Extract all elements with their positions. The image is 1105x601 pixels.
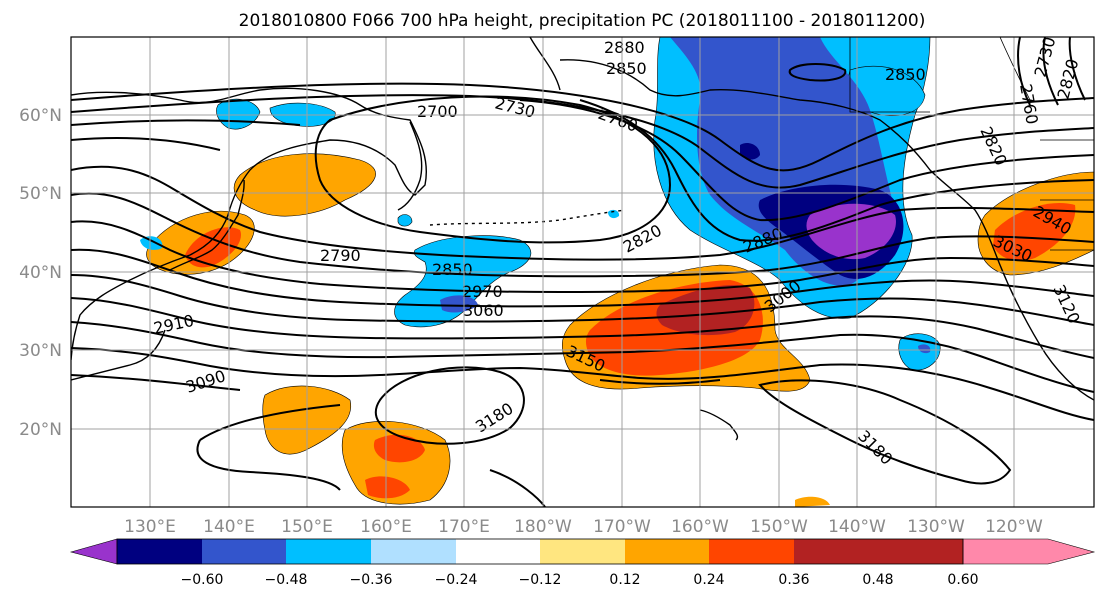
lon-label: 150°W xyxy=(750,517,808,537)
precip-blob xyxy=(397,214,413,227)
colorbar-extend-low xyxy=(69,538,118,565)
colorbar-tick-label: −0.12 xyxy=(519,572,562,588)
coastline-alaska xyxy=(559,59,1094,401)
lon-label: 170°E xyxy=(438,517,490,537)
coastline-na-interior xyxy=(849,37,1094,251)
colorbar-tick-label: 0.60 xyxy=(947,572,978,588)
precip-blob xyxy=(656,285,755,336)
contour-line xyxy=(199,379,1012,485)
lat-labels: 60°N 50°N 40°N 30°N 20°N xyxy=(19,106,62,440)
contour-label: 2850 xyxy=(432,260,473,279)
coastline-kamchatka xyxy=(397,121,423,211)
lon-label: 130°E xyxy=(124,517,176,537)
precip-negative xyxy=(140,37,941,371)
contour-label: 2850 xyxy=(885,65,926,84)
precip-blob xyxy=(608,209,620,219)
lat-label: 30°N xyxy=(19,341,62,361)
precip-blob xyxy=(918,344,931,354)
precip-blob xyxy=(806,203,896,260)
contour-label: 3060 xyxy=(463,301,504,320)
figure-title: 2018010800 F066 700 hPa height, precipit… xyxy=(239,11,926,31)
graticule xyxy=(71,37,1094,507)
contour-line xyxy=(1017,37,1086,106)
height-contours xyxy=(71,37,1094,507)
coastline-aleutians xyxy=(429,209,626,226)
precip-blob xyxy=(440,295,478,313)
lon-label: 120°W xyxy=(985,517,1043,537)
contour-line xyxy=(71,82,1094,172)
contour-line xyxy=(71,165,1094,261)
lon-label: 160°W xyxy=(671,517,729,537)
contour-line xyxy=(71,192,1094,278)
lon-label: 130°W xyxy=(907,517,965,537)
contour-line xyxy=(788,63,847,82)
contour-label: 2790 xyxy=(320,246,361,265)
contour-label: 2700 xyxy=(417,102,458,121)
precip-blob xyxy=(140,236,163,250)
contour-line xyxy=(71,99,1094,242)
colorbar-segment xyxy=(117,539,202,564)
lon-label: 140°W xyxy=(828,517,886,537)
colorbar-tick-label: 0.48 xyxy=(862,572,893,588)
coastline-japan xyxy=(169,179,245,271)
colorbar-segment xyxy=(625,539,709,564)
map-frame xyxy=(70,36,1095,508)
lon-label: 170°W xyxy=(593,517,651,537)
contour-line xyxy=(71,347,1094,421)
contour-line xyxy=(314,95,672,244)
map-content: 2880 2850 2850 2700 2730 2760 2820 2790 … xyxy=(71,37,1094,507)
contour-line xyxy=(71,321,1094,393)
lon-labels: 130°E 140°E 150°E 160°E 170°E 180°W 170°… xyxy=(124,517,1043,537)
lat-label: 40°N xyxy=(19,263,62,283)
colorbar-segment xyxy=(878,539,963,564)
precip-blob xyxy=(365,476,410,499)
colorbar-segment xyxy=(540,539,625,564)
colorbar-segment xyxy=(709,539,794,564)
colorbar-tick-label: 0.24 xyxy=(693,572,724,588)
precip-blob xyxy=(373,434,425,463)
colorbar-tick-label: −0.24 xyxy=(435,572,478,588)
lat-label: 20°N xyxy=(19,420,62,440)
colorbar-extend-high xyxy=(962,538,1096,565)
precip-blob xyxy=(795,496,830,507)
lon-label: 160°E xyxy=(360,517,412,537)
contour-line xyxy=(71,220,1094,294)
colorbar-tick-label: −0.60 xyxy=(181,572,224,588)
lon-label: 150°E xyxy=(281,517,333,537)
colorbar-tick-label: −0.48 xyxy=(265,572,308,588)
colorbar-segment xyxy=(456,539,540,564)
coastline-hawaii xyxy=(699,409,739,441)
lon-label: 140°E xyxy=(203,517,255,537)
coastline-bering xyxy=(529,37,561,91)
colorbar-tick-label: 0.36 xyxy=(778,572,809,588)
lat-label: 50°N xyxy=(19,184,62,204)
colorbar-outline xyxy=(116,538,964,565)
colorbar: −0.60 −0.48 −0.36 −0.24 −0.12 0.12 0.24 … xyxy=(69,538,1096,588)
contour-line xyxy=(374,366,525,445)
contour-line xyxy=(71,297,1094,359)
lon-label: 180°W xyxy=(514,517,572,537)
colorbar-segment xyxy=(794,539,878,564)
colorbar-tick-label: 0.12 xyxy=(609,572,640,588)
contour-line xyxy=(71,248,1094,308)
contour-line xyxy=(71,274,1094,326)
lat-label: 60°N xyxy=(19,106,62,126)
colorbar-tick-label: −0.36 xyxy=(350,572,393,588)
contour-label: 2970 xyxy=(462,282,503,301)
colorbar-segment xyxy=(371,539,456,564)
contour-label: 2850 xyxy=(606,59,647,78)
contour-label: 2880 xyxy=(604,38,645,57)
colorbar-segment xyxy=(286,539,371,564)
colorbar-ticks: −0.60 −0.48 −0.36 −0.24 −0.12 0.12 0.24 … xyxy=(181,572,979,588)
precip-blob xyxy=(740,143,760,160)
colorbar-segment xyxy=(202,539,286,564)
contour-line xyxy=(71,374,721,391)
